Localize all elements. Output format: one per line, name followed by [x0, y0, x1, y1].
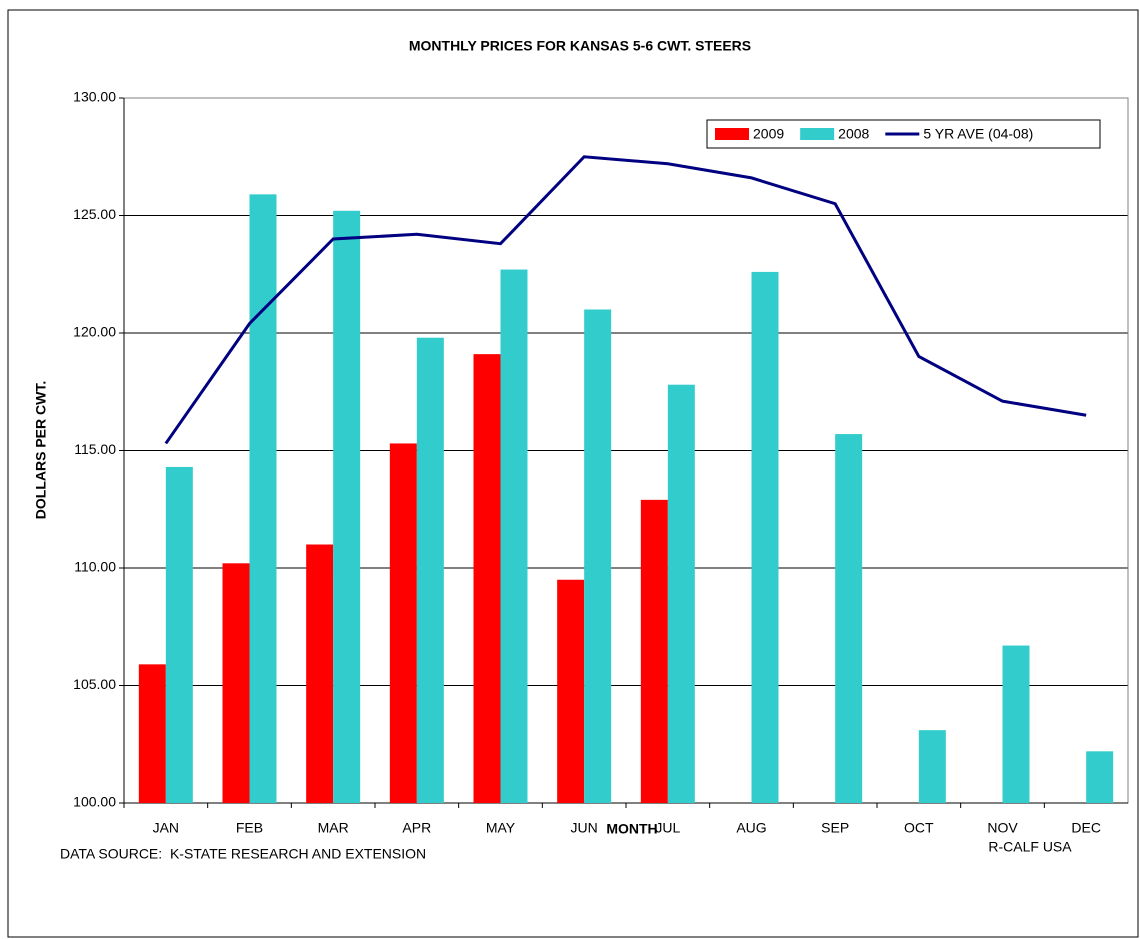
bar — [306, 544, 334, 803]
bar — [473, 354, 501, 803]
x-tick-label: AUG — [736, 820, 766, 836]
bar — [667, 384, 695, 803]
bar — [333, 210, 361, 804]
bar — [416, 337, 444, 803]
bar — [389, 443, 417, 803]
x-tick-label: MAR — [318, 820, 349, 836]
bar — [222, 563, 250, 803]
bar — [751, 271, 779, 803]
legend-swatch — [800, 128, 835, 140]
x-tick-label: APR — [402, 820, 431, 836]
bar — [640, 499, 668, 803]
x-tick-label: NOV — [987, 820, 1018, 836]
bar — [249, 194, 277, 804]
bar — [1086, 751, 1114, 803]
x-tick-label: JUL — [655, 820, 680, 836]
credit-note: R-CALF USA — [988, 839, 1072, 855]
y-tick-label: 115.00 — [74, 441, 116, 457]
bar — [918, 730, 946, 803]
y-tick-label: 130.00 — [73, 89, 116, 105]
bar — [557, 579, 585, 803]
x-tick-label: SEP — [821, 820, 849, 836]
x-tick-label: DEC — [1071, 820, 1101, 836]
bar — [1002, 645, 1030, 803]
y-tick-label: 120.00 — [73, 324, 116, 340]
x-tick-label: MAY — [486, 820, 516, 836]
bar — [138, 664, 166, 803]
y-axis-label: DOLLARS PER CWT. — [33, 381, 49, 519]
x-tick-label: FEB — [236, 820, 263, 836]
x-tick-label: OCT — [904, 820, 934, 836]
source-note: DATA SOURCE: K-STATE RESEARCH AND EXTENS… — [60, 846, 426, 862]
y-tick-label: 125.00 — [73, 206, 116, 222]
legend-label: 2009 — [753, 126, 784, 142]
bar — [500, 269, 528, 803]
x-tick-label: JAN — [153, 820, 179, 836]
x-axis-label: MONTH — [606, 821, 657, 837]
bar — [584, 309, 612, 803]
bar — [165, 466, 193, 803]
legend-swatch — [715, 128, 749, 140]
y-tick-label: 100.00 — [73, 794, 116, 810]
x-tick-label: JUN — [571, 820, 598, 836]
y-tick-label: 110.00 — [74, 559, 116, 575]
legend-label: 5 YR AVE (04-08) — [923, 126, 1033, 142]
chart-title: MONTHLY PRICES FOR KANSAS 5-6 CWT. STEER… — [409, 38, 751, 54]
legend-label: 2008 — [838, 126, 869, 142]
bar — [835, 434, 863, 803]
y-tick-label: 105.00 — [73, 676, 116, 692]
line — [164, 155, 1087, 445]
